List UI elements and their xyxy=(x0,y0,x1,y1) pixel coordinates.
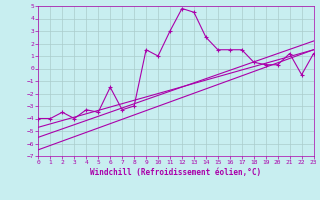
X-axis label: Windchill (Refroidissement éolien,°C): Windchill (Refroidissement éolien,°C) xyxy=(91,168,261,177)
